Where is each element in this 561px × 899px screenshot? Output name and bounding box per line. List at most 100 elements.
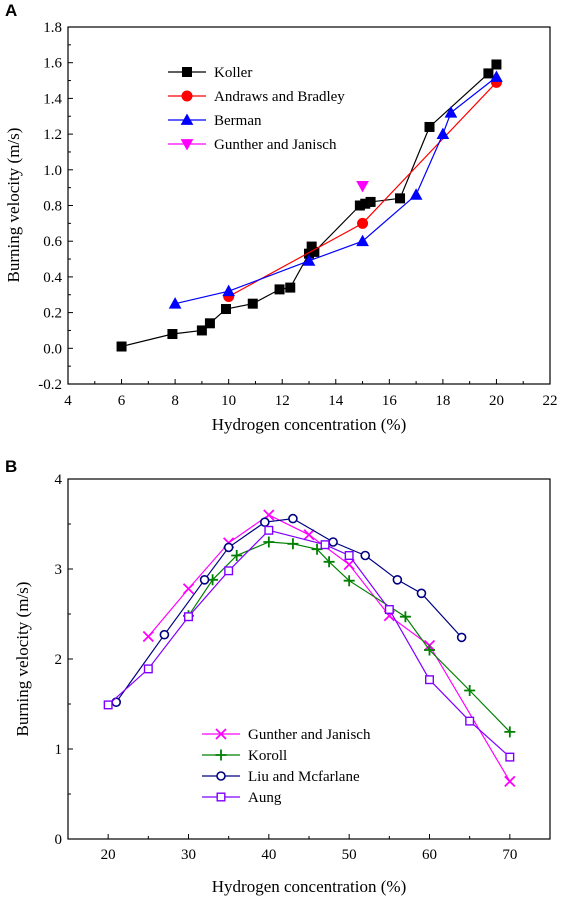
x-tick-label: 22	[543, 393, 558, 409]
data-point-koroll	[399, 611, 411, 623]
data-point-aung	[264, 525, 274, 535]
legend-marker-gunther-and-janisch	[180, 139, 194, 151]
legend-label-berman: Berman	[214, 113, 262, 129]
data-point-berman	[444, 106, 458, 118]
y-tick-label: 4	[55, 472, 63, 488]
x-tick-label: 30	[181, 847, 196, 863]
y-tick-label: 1.2	[43, 127, 62, 143]
data-point-aung	[103, 700, 113, 710]
data-point-aung	[344, 551, 354, 561]
data-point-koroll	[424, 644, 435, 656]
legend-entry-gunther-and-janisch: Gunther and Janisch	[202, 727, 371, 743]
data-point-koller	[424, 121, 435, 132]
legend-label-andraws-and-bradley: Andraws and Bradley	[214, 89, 345, 105]
data-point-liu-and-mcfarlane	[288, 513, 298, 524]
data-point-gunther-and-janisch	[504, 775, 516, 788]
data-point-liu-and-mcfarlane	[360, 550, 371, 561]
legend-marker-andraws-and-bradley	[181, 90, 193, 102]
x-tick-label: 18	[435, 393, 450, 409]
y-tick-label: 0	[55, 832, 63, 848]
y-tick-label: 1.0	[43, 163, 62, 179]
data-point-liu-and-mcfarlane	[159, 629, 170, 640]
legend-marker-koller	[182, 67, 192, 77]
panel-a-legend: Koller Andraws and Bradley Berman Gunther a…	[168, 65, 345, 153]
x-tick-label: 50	[342, 847, 357, 863]
legend-marker-aung	[216, 792, 226, 802]
data-point-koroll	[323, 556, 335, 568]
x-tick-label: 8	[171, 393, 179, 409]
data-point-gunther-and-janisch	[356, 180, 369, 193]
y-tick-label: 3	[55, 562, 63, 578]
data-point-liu-and-mcfarlane	[456, 632, 467, 643]
data-point-berman	[302, 254, 316, 266]
x-tick-label: 20	[489, 393, 504, 409]
data-point-koller	[247, 298, 258, 309]
legend-entry-berman: Berman	[168, 113, 262, 129]
panel-a-letter: A	[5, 1, 17, 20]
series-koller	[116, 59, 502, 352]
data-point-koller	[274, 284, 285, 295]
legend-marker-gunther-and-janisch	[215, 728, 227, 740]
data-point-koroll	[231, 550, 243, 561]
data-point-liu-and-mcfarlane	[223, 542, 234, 553]
series-line-koroll	[188, 541, 511, 733]
data-point-liu-and-mcfarlane	[328, 537, 338, 547]
panel-a-plot-frame	[67, 26, 551, 385]
data-point-koller	[116, 341, 127, 352]
data-point-koller	[220, 304, 231, 315]
y-tick-label: 1.6	[43, 56, 62, 72]
data-point-liu-and-mcfarlane	[260, 517, 270, 528]
data-point-berman	[490, 70, 503, 82]
x-tick-label: 20	[101, 847, 116, 863]
x-tick-label: 16	[382, 393, 398, 409]
data-point-gunther-and-janisch	[182, 583, 195, 595]
legend-label-koroll: Koroll	[248, 748, 287, 764]
x-tick-label: 4	[64, 393, 72, 409]
y-tick-label: 0.0	[43, 341, 62, 357]
data-point-aung	[505, 752, 515, 762]
panel-a: A Hydrogen concentration (%) Burning vel…	[4, 1, 558, 434]
data-point-koller	[167, 329, 178, 340]
data-point-liu-and-mcfarlane	[416, 588, 427, 599]
data-point-koller	[491, 59, 502, 70]
panel-b: B Hydrogen concentration (%) Burning vel…	[5, 457, 551, 896]
legend-label-liu-and-mcfarlane: Liu and Mcfarlane	[248, 769, 360, 785]
data-point-aung	[384, 605, 394, 615]
panel-b-y-axis-label: Burning velocity (m/s)	[13, 582, 32, 737]
data-point-koroll	[464, 685, 476, 696]
legend-entry-gunther-and-janisch: Gunther and Janisch	[168, 137, 337, 153]
legend-entry-andraws-and-bradley: Andraws and Bradley	[168, 89, 345, 105]
y-tick-label: 1.8	[43, 20, 62, 36]
legend-entry-aung: Aung	[202, 790, 282, 806]
data-point-berman	[436, 127, 450, 139]
x-tick-label: 40	[261, 847, 276, 863]
data-point-koller	[365, 196, 376, 207]
x-tick-label: 14	[328, 393, 344, 409]
data-point-aung	[425, 675, 435, 685]
data-point-liu-and-mcfarlane	[392, 574, 403, 585]
data-point-koller	[196, 325, 207, 336]
data-point-aung	[320, 540, 330, 550]
data-point-aung	[465, 716, 475, 726]
legend-label-koller: Koller	[214, 65, 252, 81]
data-point-berman	[168, 297, 182, 309]
data-point-liu-and-mcfarlane	[111, 697, 121, 708]
data-point-gunther-and-janisch	[142, 630, 154, 643]
data-point-koroll	[287, 538, 299, 550]
data-point-koroll	[263, 536, 275, 548]
data-point-koller	[285, 282, 296, 293]
panel-b-letter: B	[5, 457, 17, 476]
data-point-aung	[143, 664, 153, 674]
data-point-aung	[224, 566, 234, 576]
data-point-berman	[409, 188, 423, 200]
y-tick-label: 0.6	[43, 234, 62, 250]
x-tick-label: 6	[118, 393, 126, 409]
x-tick-label: 12	[275, 393, 290, 409]
x-tick-label: 70	[502, 847, 517, 863]
data-point-gunther-and-janisch	[343, 558, 355, 571]
data-point-koller	[395, 193, 406, 204]
x-tick-label: 60	[422, 847, 437, 863]
series-line-aung	[107, 529, 511, 758]
legend-label-aung: Aung	[248, 790, 282, 806]
